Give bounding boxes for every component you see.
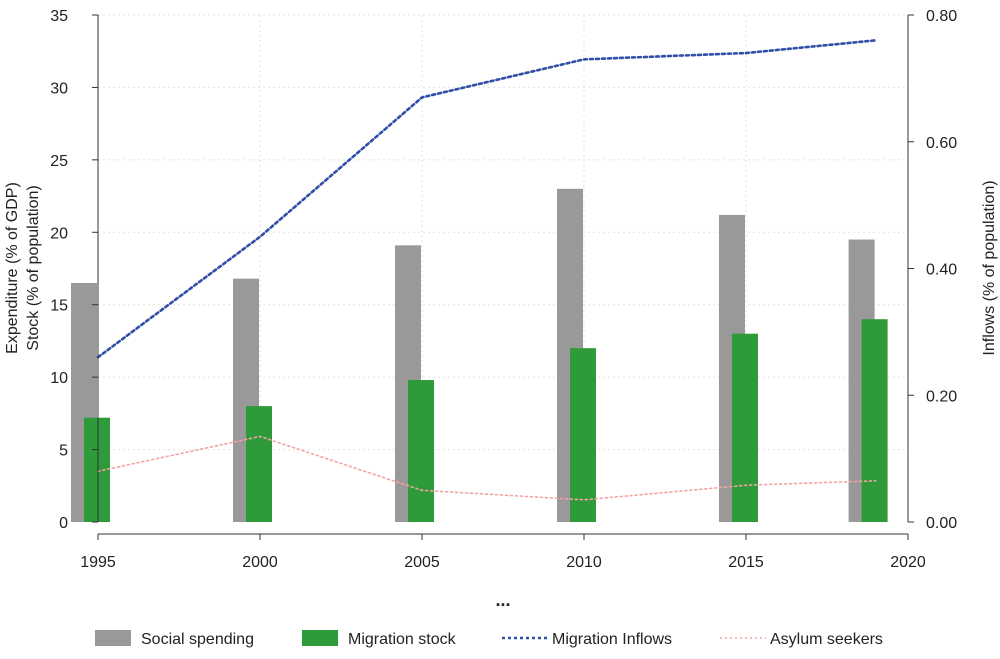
y-left-tick-label: 25 bbox=[50, 153, 68, 170]
legend-swatch-social-spending bbox=[95, 630, 131, 646]
y-left-tick-label: 0 bbox=[59, 515, 68, 532]
x-axis-note: ... bbox=[495, 590, 510, 610]
x-tick-label: 1995 bbox=[80, 554, 116, 571]
x-tick-label: 2005 bbox=[404, 554, 440, 571]
bar-migration-stock bbox=[861, 319, 888, 522]
legend-label-social-spending: Social spending bbox=[141, 631, 254, 648]
y-right-tick-label: 0.40 bbox=[926, 262, 957, 279]
legend-label-asylum-seekers: Asylum seekers bbox=[770, 631, 883, 648]
y-right-title: Inflows (% of population) bbox=[981, 180, 998, 355]
legend-label-migration-inflows: Migration Inflows bbox=[552, 631, 672, 648]
y-right-tick-label: 0.80 bbox=[926, 8, 957, 25]
y-left-tick-label: 10 bbox=[50, 370, 68, 387]
bar-migration-stock bbox=[570, 348, 596, 522]
y-left-title-line2: Stock (% of population) bbox=[25, 185, 42, 350]
x-tick-label: 2000 bbox=[242, 554, 278, 571]
y-right-tick-label: 0.00 bbox=[926, 515, 957, 532]
y-left-tick-label: 30 bbox=[50, 80, 68, 97]
y-right-tick-label: 0.60 bbox=[926, 135, 957, 152]
y-left-tick-label: 20 bbox=[50, 225, 68, 242]
lines bbox=[96, 39, 877, 501]
legend: Social spending Migration stock Migration … bbox=[95, 630, 883, 648]
line-asylum-seekers bbox=[97, 435, 877, 501]
x-tick-label: 2010 bbox=[566, 554, 602, 571]
bar-migration-stock bbox=[732, 333, 758, 522]
y-left-tick-label: 35 bbox=[50, 8, 68, 25]
bars bbox=[71, 188, 888, 523]
y-left-tick-label: 15 bbox=[50, 298, 68, 315]
bar-migration-stock bbox=[84, 417, 110, 522]
line-migration-inflows bbox=[96, 39, 877, 359]
x-tick-label: 2015 bbox=[728, 554, 764, 571]
legend-swatch-migration-stock bbox=[302, 630, 338, 646]
bar-migration-stock bbox=[246, 406, 272, 522]
bar-migration-stock bbox=[408, 380, 434, 522]
x-tick-label: 2020 bbox=[890, 554, 926, 571]
y-right-tick-label: 0.20 bbox=[926, 388, 957, 405]
y-left-tick-label: 5 bbox=[59, 443, 68, 460]
y-left-title-line1: Expenditure (% of GDP) bbox=[4, 182, 21, 354]
legend-label-migration-stock: Migration stock bbox=[348, 631, 457, 648]
axes: 0 5 10 15 20 25 30 35 0.00 0.20 0.40 0.60 0.80 1995 20… bbox=[4, 8, 998, 610]
